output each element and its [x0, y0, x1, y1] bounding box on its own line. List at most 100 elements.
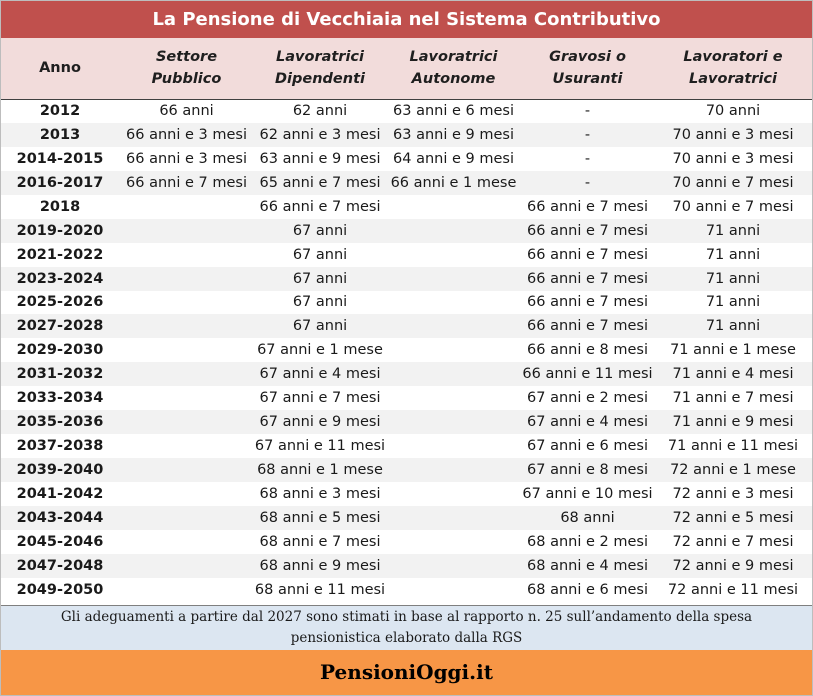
pension-table: Anno Settore Pubblico Lavoratrici Dipend… [1, 38, 812, 602]
age-cell: 70 anni e 3 mesi [672, 150, 794, 167]
table-row: 2041-2042 68 anni e 3 mesi 67 anni e 10 me… [1, 482, 812, 506]
age-cell: 62 anni [292, 103, 348, 120]
age-cell: - [584, 126, 591, 143]
age-cell: 71 anni [705, 294, 761, 311]
age-cell: 70 anni [705, 103, 761, 120]
age-cell: 66 anni e 3 mesi [126, 150, 247, 167]
year-cell: 2021-2022 [16, 246, 104, 263]
age-cell: 66 anni e 7 mesi [527, 198, 648, 215]
table-body: 2012 66 anni 62 anni 63 anni e 6 mesi - 70 an… [1, 99, 812, 602]
table-row: 2012 66 anni 62 anni 63 anni e 6 mesi - 70 an… [1, 99, 812, 123]
age-cell: 71 anni e 7 mesi [672, 390, 794, 407]
year-cell: 2025-2026 [16, 294, 104, 311]
age-cell: 67 anni e 11 mesi [254, 438, 386, 455]
year-cell: 2049-2050 [16, 581, 104, 598]
table-row: 2049-2050 68 anni e 11 mesi 68 anni e 6 me… [1, 577, 812, 602]
year-cell: 2039-2040 [16, 462, 104, 479]
age-cell: 64 anni e 9 mesi [393, 150, 514, 167]
footnote: Gli adeguamenti a partire dal 2027 sono … [1, 605, 812, 650]
age-cell: 66 anni e 7 mesi [527, 294, 648, 311]
table-row: 2045-2046 68 anni e 7 mesi 68 anni e 2 mes… [1, 529, 812, 554]
age-cell: 67 anni [292, 318, 348, 335]
column-header-line1: Lavoratrici [409, 49, 498, 66]
age-cell: 67 anni [292, 222, 348, 239]
year-cell: 2029-2030 [16, 342, 104, 359]
year-cell: 2012 [39, 103, 81, 120]
age-cell: 66 anni e 7 mesi [527, 246, 648, 263]
age-cell: 72 anni e 3 mesi [672, 485, 794, 502]
table-row: 2013 66 anni e 3 mesi 62 anni e 3 mesi 63 a… [1, 122, 812, 147]
age-cell: 66 anni e 8 mesi [527, 342, 648, 359]
year-cell: 2047-2048 [16, 557, 104, 574]
age-cell: 66 anni e 7 mesi [126, 174, 247, 191]
age-cell: 68 anni e 5 mesi [259, 509, 381, 526]
age-cell: 68 anni e 2 mesi [527, 533, 648, 550]
age-cell: 66 anni e 7 mesi [259, 198, 381, 215]
column-header-lavoratrici-autonome: Lavoratrici Autonome [386, 38, 521, 100]
age-cell: 66 anni e 3 mesi [126, 126, 247, 143]
year-cell: 2027-2028 [16, 318, 104, 335]
age-cell: 71 anni e 1 mese [670, 342, 796, 359]
age-cell: 66 anni e 7 mesi [527, 222, 648, 239]
table-row: 2043-2044 68 anni e 5 mesi 68 anni 72 anni … [1, 505, 812, 530]
age-cell: 62 anni e 3 mesi [259, 126, 381, 143]
table-row: 2033-2034 67 anni e 7 mesi 67 anni e 2 mes… [1, 386, 812, 411]
age-cell: 65 anni e 7 mesi [259, 174, 381, 191]
age-cell: 66 anni e 7 mesi [527, 318, 648, 335]
table-row: 2019-2020 67 anni 66 anni e 7 mesi 71 anni [1, 218, 812, 243]
age-cell: 67 anni e 4 mesi [259, 366, 381, 383]
table-row: 2031-2032 67 anni e 4 mesi 66 anni e 11 me… [1, 362, 812, 387]
table-title: La Pensione di Vecchiaia nel Sistema Con… [1, 1, 812, 38]
age-cell: 67 anni e 2 mesi [527, 390, 648, 407]
age-cell: 67 anni [292, 246, 348, 263]
year-cell: 2019-2020 [16, 222, 104, 239]
table-row: 2035-2036 67 anni e 9 mesi 67 anni e 4 mes… [1, 410, 812, 435]
brand-footer: PensioniOggi.it [1, 650, 812, 695]
age-cell: 67 anni [292, 270, 348, 287]
footnote-line2: pensionistica elaborato dalla RGS [290, 630, 523, 646]
age-cell: 71 anni [705, 318, 761, 335]
year-cell: 2031-2032 [16, 366, 104, 383]
age-cell: 68 anni e 3 mesi [259, 485, 381, 502]
column-header-line1: Gravosi o [549, 49, 626, 66]
age-cell: 71 anni [705, 222, 761, 239]
age-cell: 72 anni e 11 mesi [667, 581, 799, 598]
age-cell: - [584, 174, 591, 191]
age-cell: 63 anni e 9 mesi [393, 126, 514, 143]
age-cell: 71 anni [705, 246, 761, 263]
year-cell: 2033-2034 [16, 390, 104, 407]
column-header-line1: Settore [155, 49, 218, 66]
age-cell: 66 anni e 1 mese [390, 174, 517, 191]
age-cell: 67 anni [292, 294, 348, 311]
year-cell: 2043-2044 [16, 509, 104, 526]
year-cell: 2018 [39, 198, 81, 215]
table-row: 2027-2028 67 anni 66 anni e 7 mesi 71 anni [1, 314, 812, 339]
table-row: 2016-2017 66 anni e 7 mesi 65 anni e 7 mes… [1, 170, 812, 195]
column-header-line2: Pubblico [151, 71, 222, 88]
age-cell: 67 anni e 6 mesi [527, 438, 648, 455]
column-header-lavoratrici-dipendenti: Lavoratrici Dipendenti [254, 38, 386, 100]
year-cell: 2045-2046 [16, 533, 104, 550]
year-cell: 2035-2036 [16, 414, 104, 431]
table-row: 2039-2040 68 anni e 1 mese 67 anni e 8 mes… [1, 458, 812, 482]
header-row: Anno Settore Pubblico Lavoratrici Dipend… [1, 38, 812, 100]
age-cell: 68 anni e 1 mese [257, 462, 383, 479]
age-cell: 68 anni [560, 509, 615, 526]
year-cell: 2037-2038 [16, 438, 104, 455]
age-cell: 70 anni e 7 mesi [672, 174, 794, 191]
age-cell: 70 anni e 7 mesi [672, 198, 794, 215]
column-header-label: Anno [39, 60, 81, 77]
table-row: 2023-2024 67 anni 66 anni e 7 mesi 71 anni [1, 266, 812, 291]
age-cell: 72 anni e 9 mesi [672, 557, 794, 574]
column-header-lavoratori-lavoratrici: Lavoratori e Lavoratrici [654, 38, 812, 100]
age-cell: 67 anni e 4 mesi [527, 414, 648, 431]
age-cell: 72 anni e 7 mesi [672, 533, 794, 550]
column-header-settore-pubblico: Settore Pubblico [119, 38, 254, 100]
year-cell: 2023-2024 [16, 270, 104, 287]
column-header-line2: Dipendenti [275, 71, 365, 88]
column-header-line2: Autonome [411, 71, 496, 88]
table-row: 2021-2022 67 anni 66 anni e 7 mesi 71 anni [1, 242, 812, 267]
age-cell: 72 anni e 1 mese [670, 462, 796, 479]
age-cell: 68 anni e 11 mesi [254, 581, 386, 598]
